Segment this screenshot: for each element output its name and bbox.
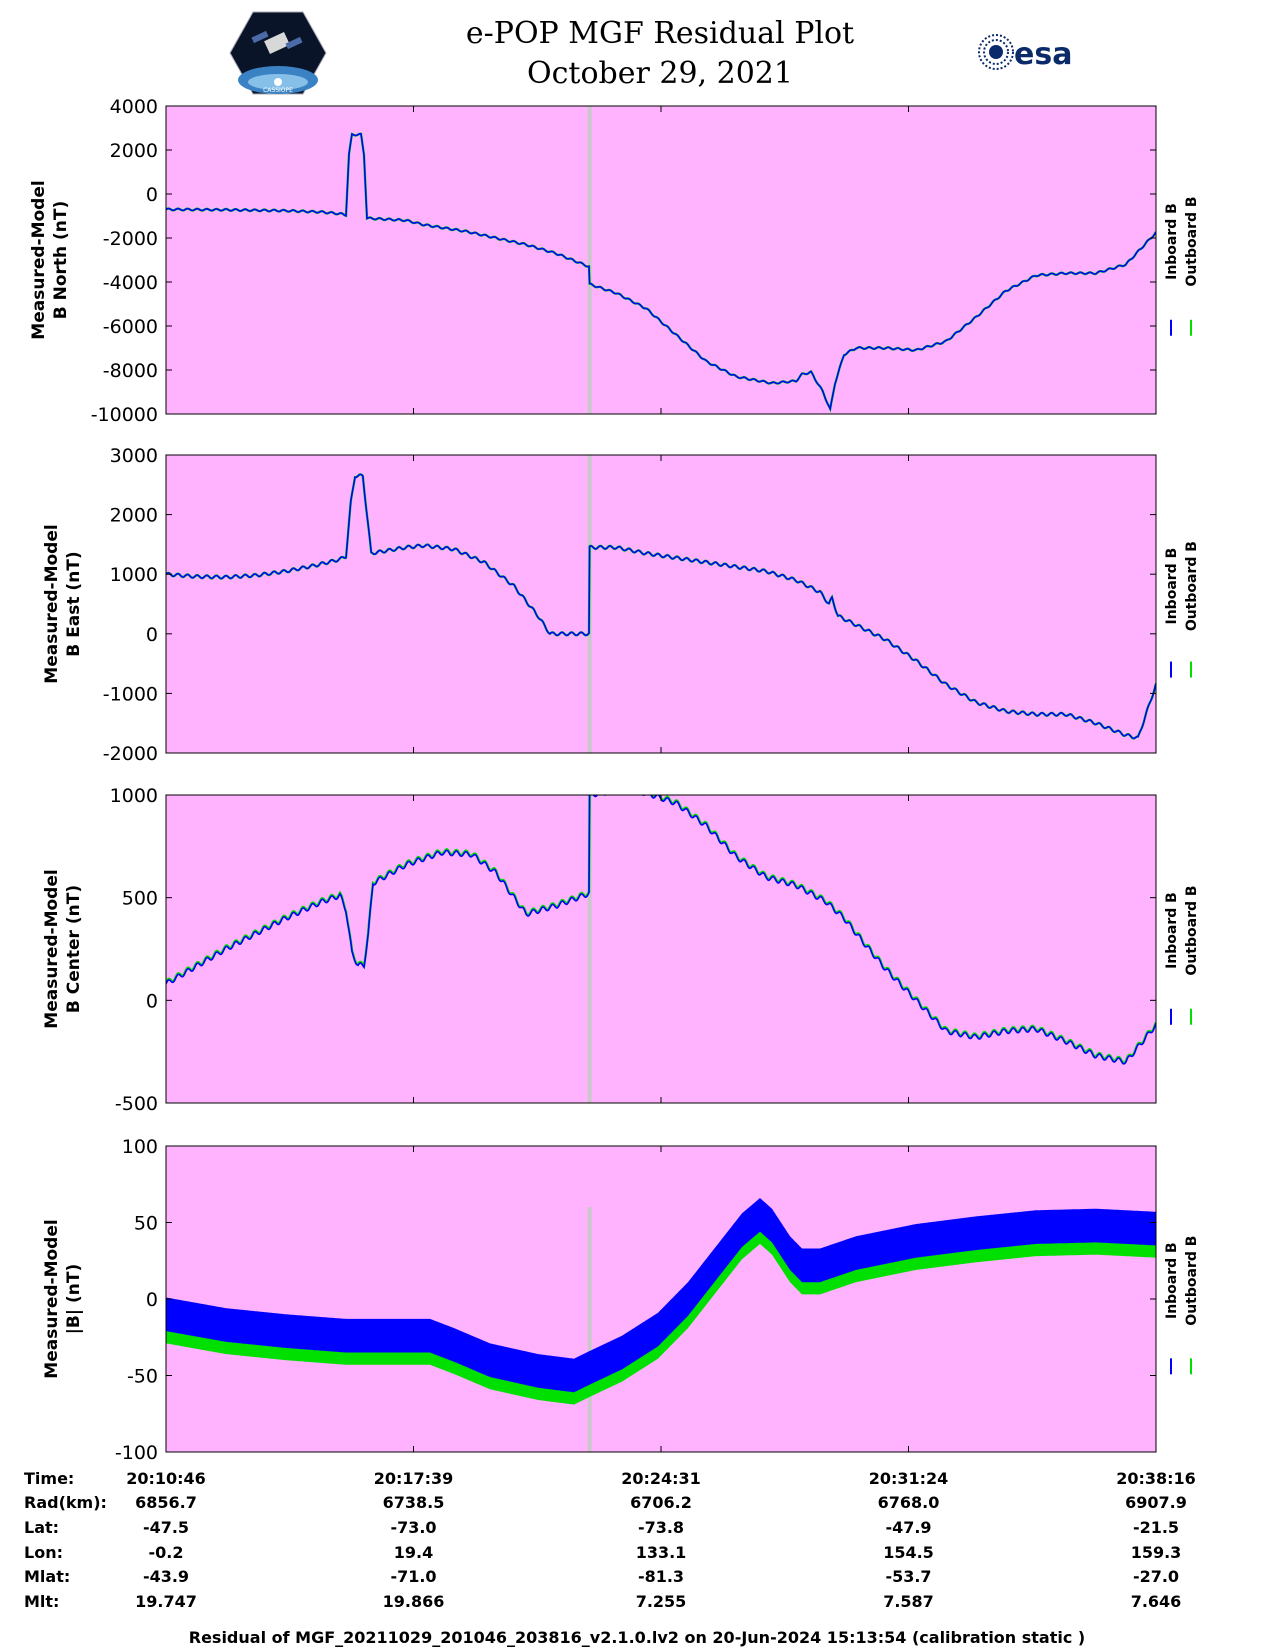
y-axis-label: Measured-Model [42, 524, 62, 683]
ephemeris-value: -73.0 [390, 1518, 436, 1537]
ephemeris-value: -81.3 [638, 1567, 684, 1586]
cassiope-logo: CASSIOPE [229, 11, 327, 95]
ephemeris-value: 19.4 [394, 1543, 433, 1562]
ephemeris-value: 6856.7 [135, 1493, 197, 1512]
legend-label: Outboard B [1184, 885, 1200, 975]
legend-label: Inboard B [1164, 892, 1180, 969]
ephemeris-value: 7.646 [1131, 1592, 1182, 1611]
y-axis-label: B North (nT) [51, 201, 71, 320]
ephemeris-value: 20:24:31 [621, 1469, 701, 1488]
y-tick-label: 2000 [110, 505, 158, 527]
y-axis-label: B Center (nT) [64, 885, 84, 1013]
ephemeris-row-label: Mlt: [24, 1592, 59, 1611]
legend-label: Outboard B [1184, 196, 1200, 286]
ephemeris-value: 7.255 [636, 1592, 687, 1611]
y-tick-label: -10000 [91, 404, 158, 426]
y-tick-label: 50 [134, 1213, 158, 1235]
esa-logo-text: esa [1014, 37, 1072, 72]
legend-label: Inboard B [1164, 1242, 1180, 1319]
ephemeris-value: 6738.5 [383, 1493, 445, 1512]
ephemeris-value: 6768.0 [878, 1493, 940, 1512]
legend-label: Inboard B [1164, 203, 1180, 280]
plot-area-1 [166, 106, 1156, 414]
y-tick-label: 0 [146, 1289, 158, 1311]
y-axis-label: |B| (nT) [64, 1264, 84, 1335]
y-tick-label: -2000 [103, 743, 158, 765]
ephemeris-value: -0.2 [149, 1543, 184, 1562]
y-tick-label: -1000 [103, 683, 158, 705]
y-tick-label: -2000 [103, 228, 158, 250]
y-tick-label: -6000 [103, 316, 158, 338]
y-tick-label: 3000 [110, 445, 158, 467]
ephemeris-row-label: Mlat: [24, 1567, 70, 1586]
inboard-series-line [166, 132, 1156, 412]
ephemeris-value: -71.0 [390, 1567, 436, 1586]
ephemeris-row-label: Lon: [24, 1543, 63, 1562]
ephemeris-value: 154.5 [883, 1543, 934, 1562]
legend-label: Outboard B [1184, 541, 1200, 631]
ephemeris-row-label: Time: [24, 1469, 74, 1488]
y-tick-label: -100 [115, 1442, 158, 1464]
cassiope-logo-text: CASSIOPE [263, 87, 293, 94]
esa-logo: esa [978, 34, 1072, 72]
ephemeris-value: 20:17:39 [374, 1469, 454, 1488]
y-tick-label: 1000 [110, 564, 158, 586]
ephemeris-row-label: Lat: [24, 1518, 59, 1537]
ephemeris-value: 19.747 [135, 1592, 197, 1611]
ephemeris-value: 19.866 [383, 1592, 445, 1611]
ephemeris-value: 7.587 [883, 1592, 934, 1611]
ephemeris-value: -21.5 [1133, 1518, 1179, 1537]
y-tick-label: -50 [127, 1366, 158, 1388]
plot-area-3 [166, 795, 1156, 1103]
inboard-series-band [166, 1198, 1156, 1393]
plot-area-2 [166, 455, 1156, 753]
y-axis-label: B East (nT) [64, 551, 84, 656]
ephemeris-value: -47.5 [143, 1518, 189, 1537]
ephemeris-row-label: Rad(km): [24, 1493, 107, 1512]
ephemeris-value: 20:38:16 [1116, 1469, 1196, 1488]
ephemeris-value: 6907.9 [1125, 1493, 1187, 1512]
ephemeris-value: 20:31:24 [869, 1469, 949, 1488]
legend-label: Outboard B [1184, 1236, 1200, 1326]
ephemeris-value: 133.1 [636, 1543, 687, 1562]
y-tick-label: -500 [115, 1093, 158, 1115]
footer-caption: Residual of MGF_20211029_201046_203816_v… [189, 1628, 1085, 1647]
y-axis-label: Measured-Model [42, 1219, 62, 1378]
plot-area-4 [166, 1146, 1156, 1452]
ephemeris-value: -47.9 [885, 1518, 931, 1537]
ephemeris-value: -27.0 [1133, 1567, 1179, 1586]
ephemeris-value: 20:10:46 [126, 1469, 206, 1488]
ephemeris-value: 6706.2 [630, 1493, 692, 1512]
y-tick-label: 0 [146, 624, 158, 646]
ephemeris-value: -53.7 [885, 1567, 931, 1586]
y-axis-label: Measured-Model [29, 180, 49, 339]
ephemeris-value: 159.3 [1131, 1543, 1182, 1562]
y-tick-label: -4000 [103, 272, 158, 294]
y-tick-label: 0 [146, 990, 158, 1012]
y-axis-label: Measured-Model [42, 869, 62, 1028]
y-tick-label: 500 [122, 888, 158, 910]
legend-label: Inboard B [1164, 548, 1180, 625]
plot-title: e-POP MGF Residual Plot October 29, 2021 [360, 14, 960, 94]
y-tick-label: 0 [146, 184, 158, 206]
inboard-series-line [166, 473, 1156, 740]
outboard-series-band [166, 1219, 1156, 1405]
title-line-1: e-POP MGF Residual Plot [465, 16, 855, 51]
title-line-2: October 29, 2021 [527, 56, 793, 91]
ephemeris-value: -73.8 [638, 1518, 684, 1537]
y-tick-label: -8000 [103, 360, 158, 382]
y-tick-label: 2000 [110, 140, 158, 162]
y-tick-label: 1000 [110, 785, 158, 807]
ephemeris-value: -43.9 [143, 1567, 189, 1586]
y-tick-label: 4000 [110, 96, 158, 118]
y-tick-label: 100 [122, 1136, 158, 1158]
